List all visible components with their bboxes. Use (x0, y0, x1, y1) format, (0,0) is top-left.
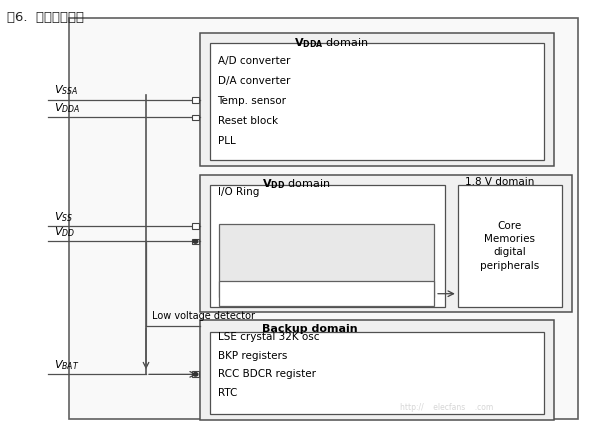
Bar (210, 185, 445, 307)
Text: LSE crystal 32K osc: LSE crystal 32K osc (218, 332, 319, 342)
Bar (69, 18, 578, 419)
Text: A/D converter: A/D converter (218, 56, 290, 66)
Bar (219, 224, 434, 297)
Text: $V_{BAT}$: $V_{BAT}$ (54, 358, 79, 372)
Bar (219, 281, 434, 306)
Bar (192, 114, 199, 120)
Text: Reset block: Reset block (218, 116, 278, 126)
Circle shape (193, 240, 198, 243)
Bar (458, 185, 562, 307)
Bar (192, 97, 199, 102)
Bar (210, 43, 544, 160)
Text: D/A converter: D/A converter (218, 76, 290, 86)
Text: PLL: PLL (218, 136, 235, 146)
Text: BKP registers: BKP registers (218, 351, 287, 361)
Text: 1.8 V domain: 1.8 V domain (465, 177, 534, 187)
Text: RCC BDCR register: RCC BDCR register (218, 369, 315, 380)
Text: Standby circuitry
(Wakeup logic,
IWDG): Standby circuitry (Wakeup logic, IWDG) (223, 225, 306, 261)
Text: Core
Memories
digital
peripherals: Core Memories digital peripherals (480, 221, 539, 271)
Text: Voltage Regulator: Voltage Regulator (223, 289, 316, 299)
Text: Low voltage detector: Low voltage detector (152, 311, 255, 321)
Bar (192, 371, 199, 377)
Text: RTC: RTC (218, 388, 237, 398)
Text: 图6.  电源供电框图: 图6. 电源供电框图 (7, 11, 84, 24)
Bar (200, 320, 554, 420)
Text: http://    elecfans    .com: http:// elecfans .com (401, 403, 493, 412)
Text: $\mathbf{V_{DD}}$ domain: $\mathbf{V_{DD}}$ domain (262, 177, 330, 191)
Text: $V_{SS}$: $V_{SS}$ (54, 210, 73, 224)
Text: I/O Ring: I/O Ring (218, 187, 259, 197)
Bar (192, 223, 199, 229)
Text: $V_{DD}$: $V_{DD}$ (54, 225, 75, 239)
Text: $V_{SSA}$: $V_{SSA}$ (54, 84, 78, 97)
Bar (200, 175, 572, 312)
Text: $V_{DDA}$: $V_{DDA}$ (54, 101, 80, 115)
Bar (192, 238, 199, 245)
Bar (210, 332, 544, 414)
Circle shape (193, 373, 198, 376)
Bar (200, 33, 554, 166)
Text: Temp. sensor: Temp. sensor (218, 96, 287, 106)
Text: $\mathbf{V_{DDA}}$ domain: $\mathbf{V_{DDA}}$ domain (294, 36, 368, 50)
Text: Backup domain: Backup domain (262, 324, 358, 334)
